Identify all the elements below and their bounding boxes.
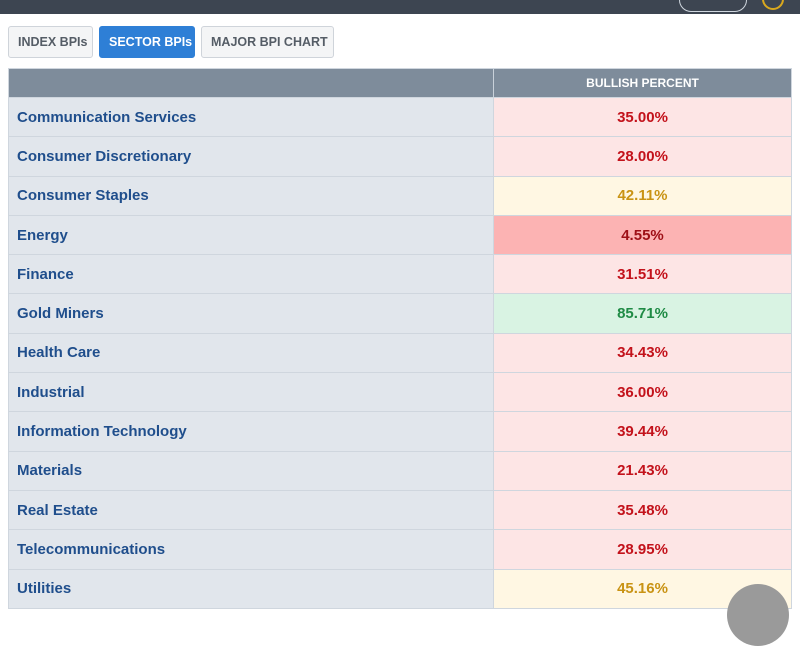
- sector-name-link[interactable]: Utilities: [9, 569, 494, 608]
- table-row: Real Estate 35.48%: [9, 489, 791, 530]
- table-row: Information Technology 39.44%: [9, 411, 791, 451]
- table-row: Communication Services 35.00%: [9, 97, 791, 137]
- sector-name-link[interactable]: Gold Miners: [9, 294, 494, 333]
- table-row: Consumer Discretionary 28.00%: [9, 136, 791, 176]
- bullish-percent-value: 34.43%: [494, 333, 791, 373]
- bullish-percent-value: 35.48%: [494, 490, 791, 530]
- tab-index-bpis[interactable]: INDEX BPIs: [8, 26, 93, 58]
- sector-name-link[interactable]: Telecommunications: [9, 530, 494, 569]
- table-row: Health Care 34.43%: [9, 332, 791, 373]
- sector-name-link[interactable]: Information Technology: [9, 412, 494, 451]
- sector-name-link[interactable]: Finance: [9, 255, 494, 294]
- bpi-tabs: INDEX BPIs SECTOR BPIs MAJOR BPI CHART: [8, 26, 340, 58]
- table-row: Industrial 36.00%: [9, 372, 791, 412]
- sector-name-link[interactable]: Health Care: [9, 333, 494, 373]
- bullish-percent-value: 4.55%: [494, 215, 791, 255]
- tab-sector-bpis[interactable]: SECTOR BPIs: [99, 26, 195, 58]
- table-row: Gold Miners 85.71%: [9, 293, 791, 333]
- sector-name-link[interactable]: Energy: [9, 215, 494, 255]
- bullish-percent-value: 28.00%: [494, 137, 791, 176]
- sector-name-link[interactable]: Materials: [9, 451, 494, 490]
- sector-bpi-table: BULLISH PERCENT Communication Services 35…: [8, 68, 792, 609]
- bullish-percent-value: 28.95%: [494, 530, 791, 569]
- bullish-percent-value: 31.51%: [494, 255, 791, 294]
- sector-name-link[interactable]: Communication Services: [9, 98, 494, 137]
- bullish-percent-value: 85.71%: [494, 294, 791, 333]
- bullish-percent-value: 36.00%: [494, 373, 791, 412]
- bullish-percent-value: 39.44%: [494, 412, 791, 451]
- bullish-percent-column-header[interactable]: BULLISH PERCENT: [586, 76, 699, 90]
- sector-name-link[interactable]: Real Estate: [9, 490, 494, 530]
- bullish-percent-value: 21.43%: [494, 451, 791, 490]
- sector-name-link[interactable]: Industrial: [9, 373, 494, 412]
- tab-major-bpi-chart[interactable]: MAJOR BPI CHART: [201, 26, 334, 58]
- bullish-percent-value: 42.11%: [494, 176, 791, 215]
- table-row: Consumer Staples 42.11%: [9, 175, 791, 215]
- floating-action-button[interactable]: [727, 584, 789, 646]
- sector-name-link[interactable]: Consumer Staples: [9, 176, 494, 215]
- account-button[interactable]: [679, 0, 747, 12]
- table-row: Telecommunications 28.95%: [9, 529, 791, 569]
- table-row: Materials 21.43%: [9, 450, 791, 490]
- coin-icon[interactable]: [762, 0, 784, 10]
- sector-name-link[interactable]: Consumer Discretionary: [9, 137, 494, 176]
- table-row: Energy 4.55%: [9, 214, 791, 255]
- table-header: BULLISH PERCENT: [9, 69, 791, 97]
- table-row: Utilities 45.16%: [9, 568, 791, 608]
- table-row: Finance 31.51%: [9, 254, 791, 294]
- top-navigation-bar: [0, 0, 800, 14]
- sector-column-header: [9, 69, 494, 97]
- bullish-percent-value: 35.00%: [494, 98, 791, 137]
